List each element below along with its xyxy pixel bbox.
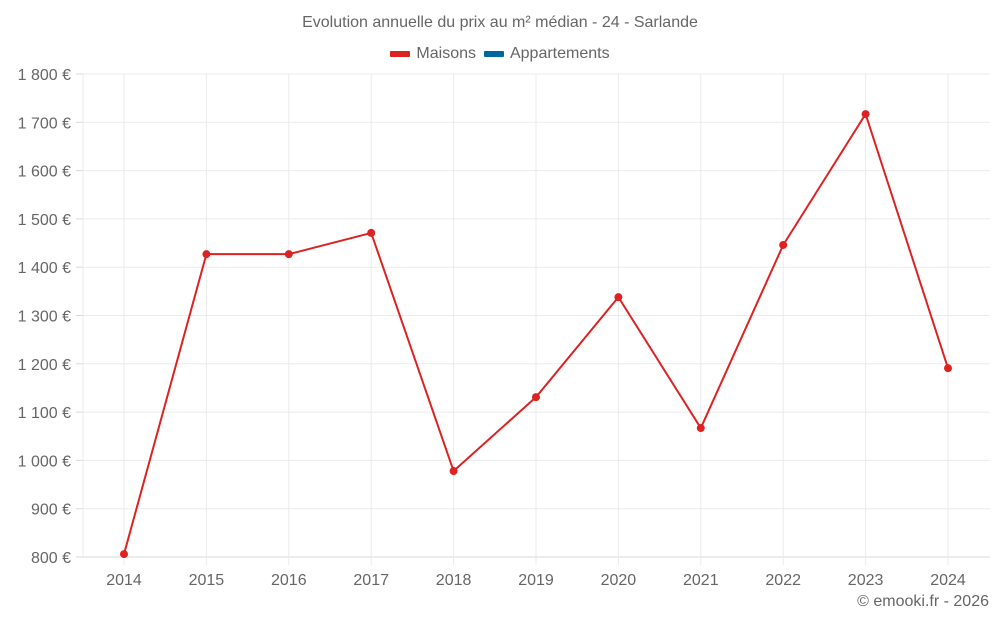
x-tick-label: 2018 <box>436 572 472 589</box>
y-tick-label: 800 € <box>31 550 71 567</box>
x-tick-label: 2015 <box>189 572 225 589</box>
data-point[interactable] <box>861 110 870 119</box>
series-maisons <box>120 110 952 559</box>
data-point[interactable] <box>532 393 540 402</box>
legend-item-maisons[interactable]: Maisons <box>390 45 476 63</box>
y-tick-label: 1 300 € <box>18 309 71 326</box>
y-tick-label: 1 000 € <box>18 453 71 470</box>
data-point[interactable] <box>944 364 952 373</box>
y-tick-label: 1 500 € <box>18 212 71 229</box>
chart-legend: Maisons Appartements <box>0 45 1000 63</box>
x-tick-label: 2019 <box>518 572 554 589</box>
y-tick-label: 1 600 € <box>18 164 71 181</box>
y-tick-label: 900 € <box>31 502 71 519</box>
legend-swatch-appartements <box>483 51 504 57</box>
data-point[interactable] <box>367 228 376 237</box>
x-tick-label: 2024 <box>930 572 966 589</box>
chart-title: Evolution annuelle du prix au m² médian … <box>302 14 698 31</box>
data-point[interactable] <box>614 293 623 302</box>
legend-label-appartements: Appartements <box>509 45 610 62</box>
x-tick-label: 2022 <box>765 572 801 589</box>
x-tick-label: 2020 <box>601 572 637 589</box>
x-tick-label: 2016 <box>271 572 307 589</box>
x-tick-label: 2017 <box>353 572 389 589</box>
credit-text: © emooki.fr - 2026 <box>857 593 989 610</box>
y-tick-label: 1 400 € <box>18 260 71 277</box>
y-tick-label: 1 200 € <box>18 357 71 374</box>
data-point[interactable] <box>779 240 788 249</box>
data-point[interactable] <box>449 467 458 476</box>
data-point[interactable] <box>284 250 293 259</box>
legend-swatch-maisons <box>390 51 411 57</box>
y-tick-label: 1 800 € <box>18 67 71 84</box>
x-tick-label: 2023 <box>848 572 884 589</box>
x-tick-label: 2014 <box>106 572 142 589</box>
data-point[interactable] <box>120 550 128 559</box>
legend-label-maisons: Maisons <box>416 45 476 62</box>
y-tick-label: 1 100 € <box>18 405 71 422</box>
y-tick-label: 1 700 € <box>18 115 71 132</box>
x-tick-label: 2021 <box>683 572 719 589</box>
data-point[interactable] <box>202 250 211 259</box>
legend-item-appartements[interactable]: Appartements <box>483 45 610 63</box>
data-point[interactable] <box>696 424 705 433</box>
